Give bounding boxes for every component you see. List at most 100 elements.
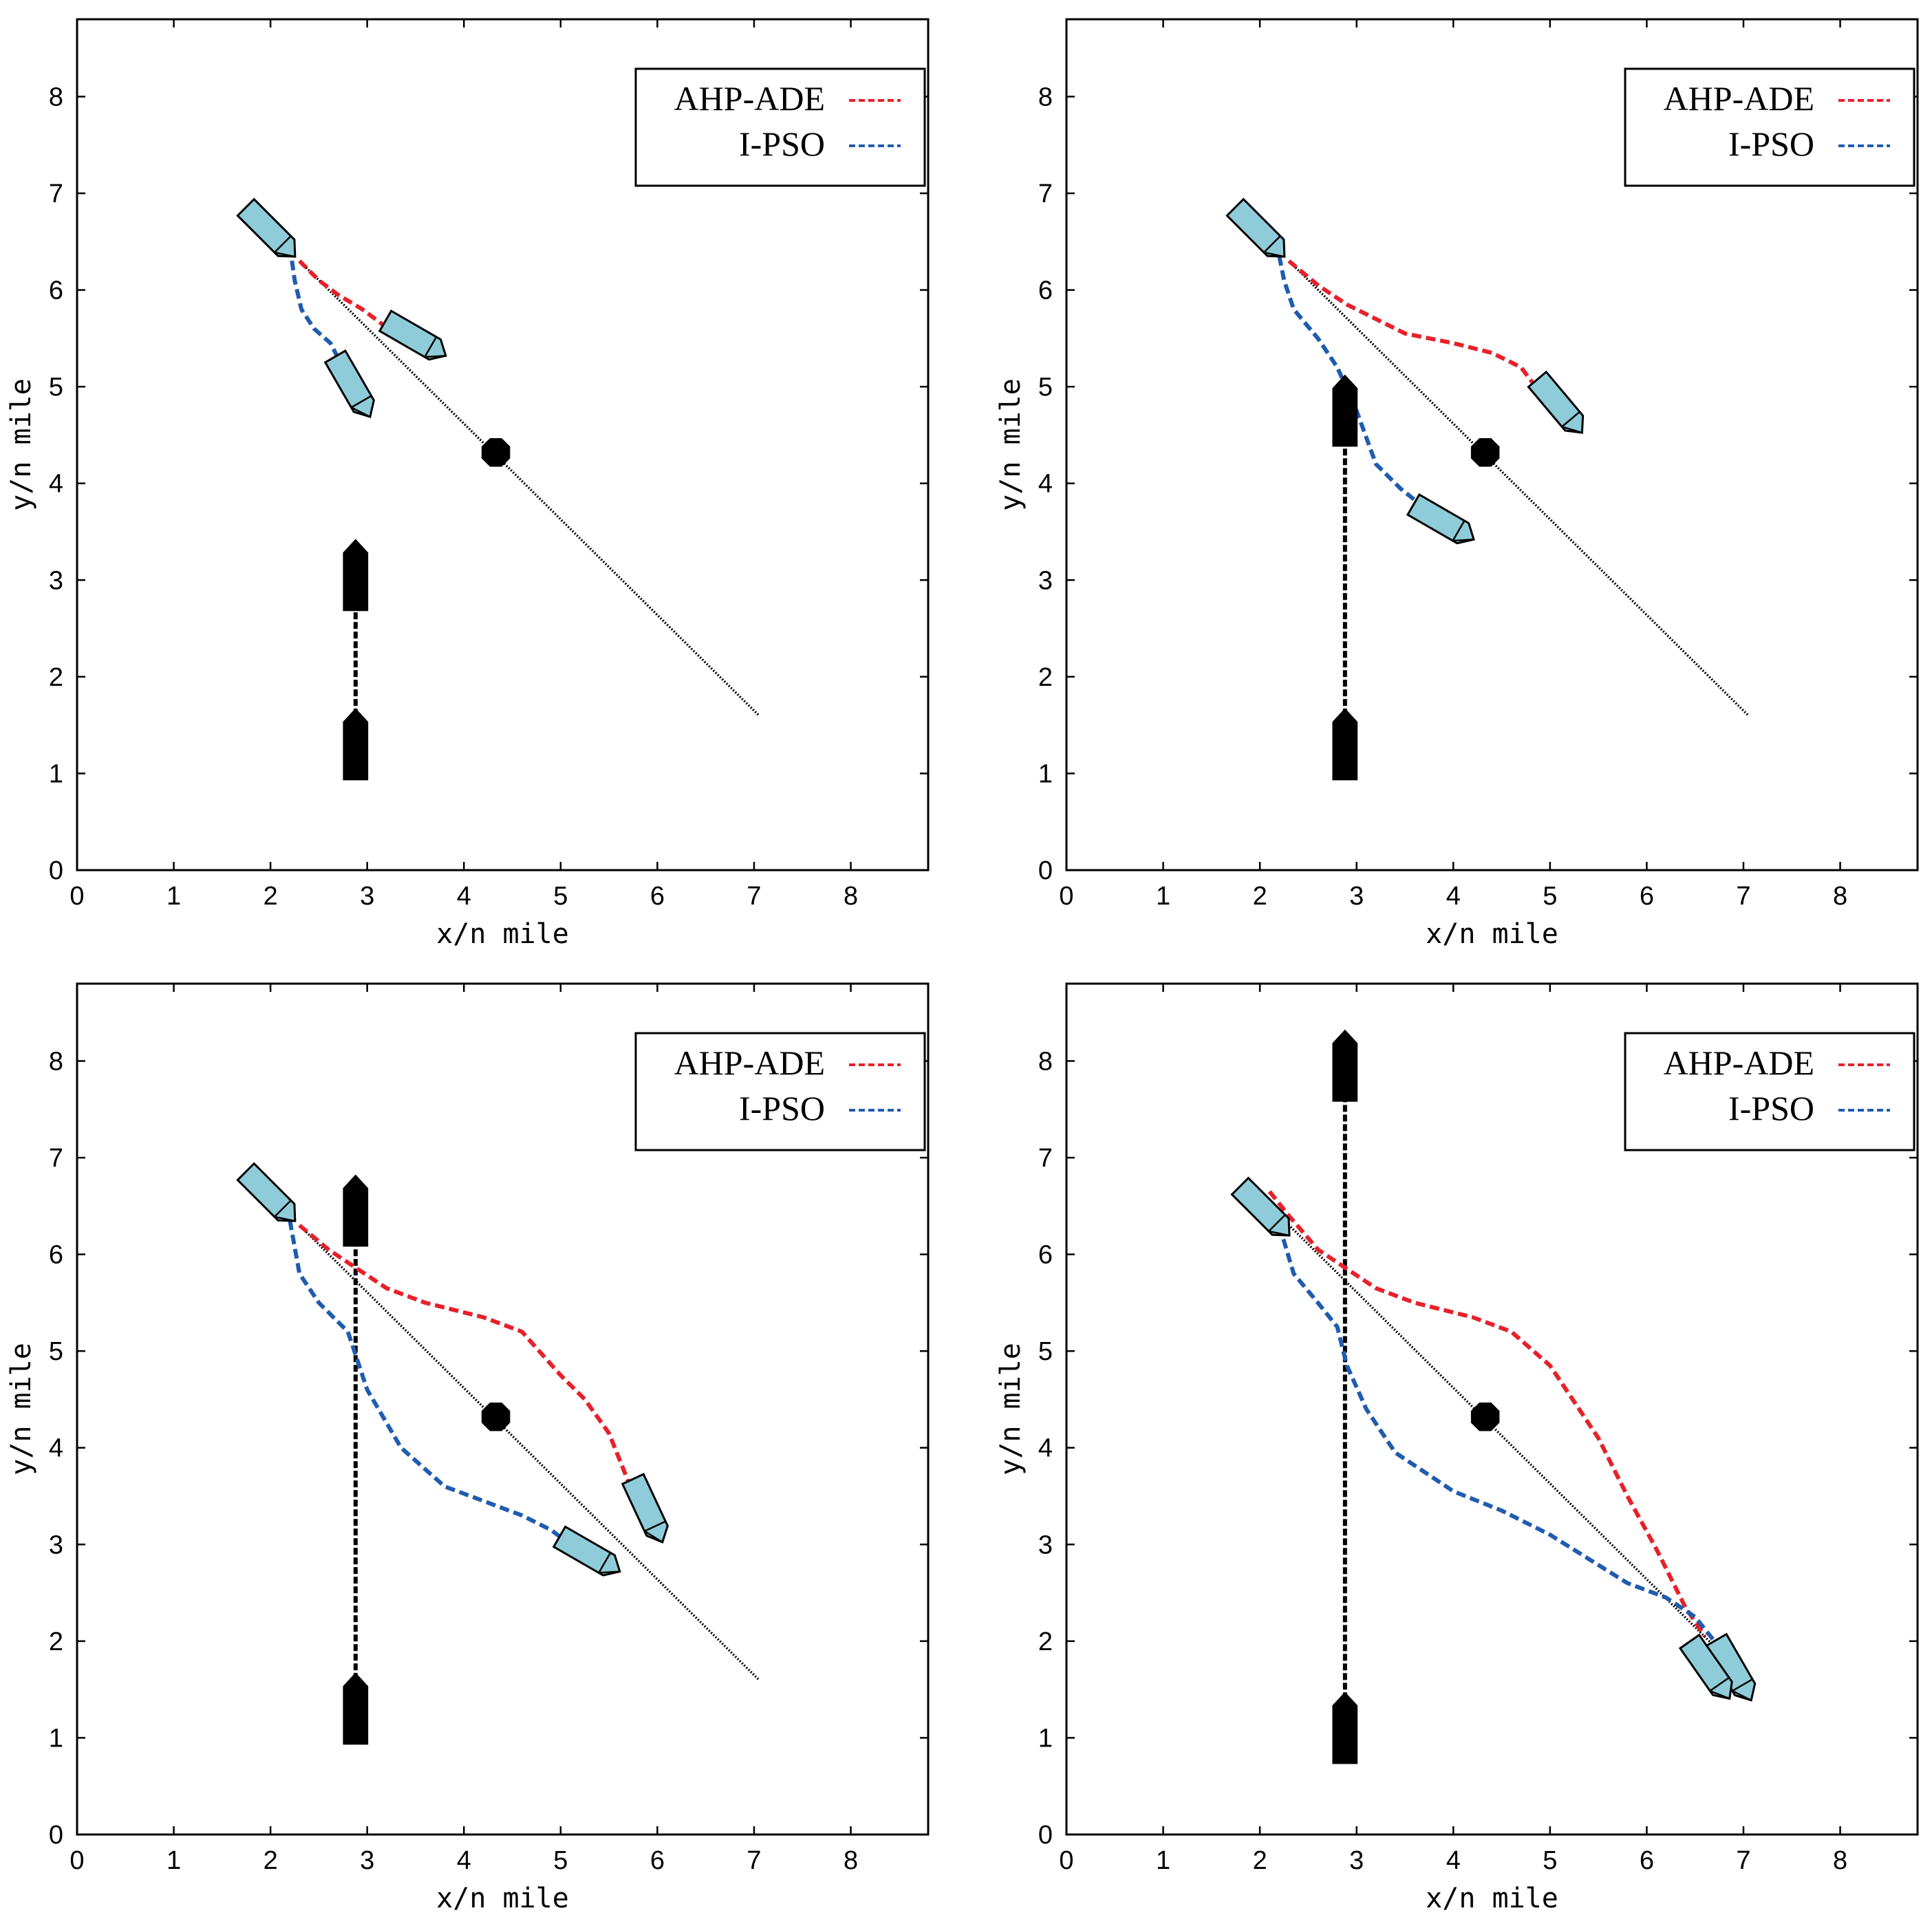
own-ship-i-pso-icon <box>323 349 375 418</box>
target-ship-icon <box>343 539 369 612</box>
x-tick-label: 2 <box>1253 882 1267 911</box>
own-ship-i-pso-icon-hull <box>323 349 375 418</box>
own-ship-start-icon-deckline <box>1263 235 1281 253</box>
obstacle-marker <box>481 438 511 467</box>
target-ship-icon <box>343 708 369 781</box>
legend-box <box>1624 1032 1915 1151</box>
chart-panel-top-left: 0 1 2 3 4 5 6 7 8 0 1 2 3 4 5 6 7 8 x/n mile y/n mile AHP-AD… <box>6 18 930 950</box>
legend-box <box>634 67 926 187</box>
x-tick-label: 8 <box>844 882 858 911</box>
own-ship-start-icon-hull <box>1230 1176 1291 1237</box>
own-ship-start-icon-bowline <box>274 251 296 258</box>
y-tick-label: 4 <box>49 470 63 499</box>
own-ship-ahp-ade-icon-bowline <box>1561 426 1582 434</box>
x-tick-label: 2 <box>264 1846 278 1875</box>
own-ship-i-pso-icon-hull <box>1406 493 1475 545</box>
x-tick-label: 3 <box>360 1846 374 1875</box>
x-tick-label: 0 <box>1059 1846 1073 1875</box>
y-tick-label: 3 <box>49 1530 63 1559</box>
y-tick-label: 3 <box>1038 1530 1053 1559</box>
y-tick-label: 2 <box>49 663 63 692</box>
x-tick-label: 7 <box>1736 1846 1750 1875</box>
target-ship-icon <box>1332 1029 1358 1102</box>
x-tick-label: 6 <box>1640 882 1654 911</box>
own-ship-i-pso-icon <box>1678 1633 1733 1700</box>
x-tick-label: 6 <box>650 882 665 911</box>
x-tick-label: 5 <box>553 1846 568 1875</box>
x-tick-label: 5 <box>553 882 568 911</box>
x-tick-label: 7 <box>747 882 761 911</box>
y-tick-label: 3 <box>49 566 63 595</box>
y-tick-label: 0 <box>49 1821 63 1850</box>
own-ship-start-icon-deckline <box>274 235 292 253</box>
y-tick-label: 3 <box>1038 566 1053 595</box>
y-axis-title: y/n mile <box>995 378 1027 511</box>
legend-label: AHP-ADE <box>1664 79 1814 118</box>
own-ship-ahp-ade-icon <box>1704 1632 1757 1702</box>
y-tick-label: 5 <box>49 1337 63 1366</box>
own-ship-ahp-ade-icon-hull <box>1527 370 1585 434</box>
own-ship-start-icon <box>236 1162 297 1222</box>
own-ship-i-pso-icon-bowline <box>1709 1690 1730 1700</box>
x-tick-label: 4 <box>457 882 471 911</box>
y-tick-label: 7 <box>1038 180 1053 208</box>
own-ship-i-pso-icon <box>1406 493 1475 545</box>
planned-route-line <box>299 260 760 717</box>
own-ship-start-icon-hull <box>1225 197 1286 258</box>
x-tick-label: 3 <box>1349 882 1364 911</box>
target-ship-icon-hull <box>343 708 369 781</box>
series-line-i-pso <box>1277 255 1426 510</box>
legend-label: I-PSO <box>1728 1089 1814 1127</box>
x-tick-label: 1 <box>1156 882 1170 911</box>
own-ship-start-icon-deckline <box>274 1200 292 1218</box>
legend-label: AHP-ADE <box>674 1043 825 1082</box>
own-ship-ahp-ade-icon-bowline <box>1732 1690 1752 1701</box>
target-ship-icon-hull <box>1332 374 1358 447</box>
y-tick-label: 0 <box>49 856 63 885</box>
x-tick-label: 3 <box>360 882 374 911</box>
obstacle-marker <box>1470 1403 1500 1431</box>
x-axis-title: x/n mile <box>1426 918 1558 950</box>
y-tick-label: 0 <box>1038 856 1053 885</box>
planned-route-line <box>1258 1195 1750 1681</box>
x-tick-label: 8 <box>1833 882 1847 911</box>
series-line-ahp-ade <box>298 1224 630 1483</box>
x-tick-label: 6 <box>1640 1846 1654 1875</box>
y-tick-label: 1 <box>49 1724 63 1753</box>
own-ship-start-icon-hull <box>236 1162 297 1222</box>
series-line-i-pso <box>288 1220 572 1546</box>
x-tick-label: 2 <box>1253 1846 1267 1875</box>
own-ship-start-icon-bowline <box>1263 251 1285 258</box>
series-line-i-pso <box>1277 1224 1717 1643</box>
y-axis-title: y/n mile <box>995 1343 1027 1475</box>
own-ship-ahp-ade-icon-bowline <box>644 1530 663 1544</box>
own-ship-ahp-ade-icon-deckline <box>644 1520 666 1533</box>
y-tick-label: 6 <box>49 1241 63 1270</box>
y-tick-label: 8 <box>49 1047 63 1076</box>
chart-panel-bottom-right: 0 1 2 3 4 5 6 7 8 0 1 2 3 4 5 6 7 8 x/n mile y/n mile AHP-AD… <box>995 982 1919 1914</box>
legend-label: I-PSO <box>739 1089 825 1127</box>
y-tick-label: 6 <box>1038 277 1053 305</box>
own-ship-start-icon-hull <box>236 197 297 258</box>
chart-panel-top-right: 0 1 2 3 4 5 6 7 8 0 1 2 3 4 5 6 7 8 x/n mile y/n mile AHP-AD… <box>995 18 1919 950</box>
target-ship-icon <box>343 1672 369 1745</box>
y-tick-label: 7 <box>1038 1144 1053 1173</box>
y-tick-label: 7 <box>49 1144 63 1173</box>
own-ship-i-pso-icon-hull <box>552 1525 621 1577</box>
y-tick-label: 4 <box>1038 1434 1053 1463</box>
legend: AHP-ADE I-PSO <box>634 67 926 187</box>
y-tick-label: 0 <box>1038 1821 1053 1850</box>
target-ship-icon-hull <box>1332 1691 1358 1764</box>
own-ship-ahp-ade-icon-deckline <box>424 336 438 358</box>
x-tick-label: 4 <box>1446 882 1461 911</box>
y-tick-label: 7 <box>49 180 63 208</box>
y-tick-label: 8 <box>1038 83 1053 111</box>
legend-label: I-PSO <box>739 125 825 163</box>
own-ship-start-icon-bowline <box>1268 1230 1290 1237</box>
own-ship-start-icon <box>1225 197 1286 258</box>
target-ship-icon <box>1332 374 1358 447</box>
own-ship-i-pso-icon-deckline <box>1452 520 1466 541</box>
own-ship-i-pso-icon-bowline <box>1452 539 1474 542</box>
target-ship-icon-hull <box>1332 1029 1358 1102</box>
plot-frame <box>1065 982 1919 1836</box>
